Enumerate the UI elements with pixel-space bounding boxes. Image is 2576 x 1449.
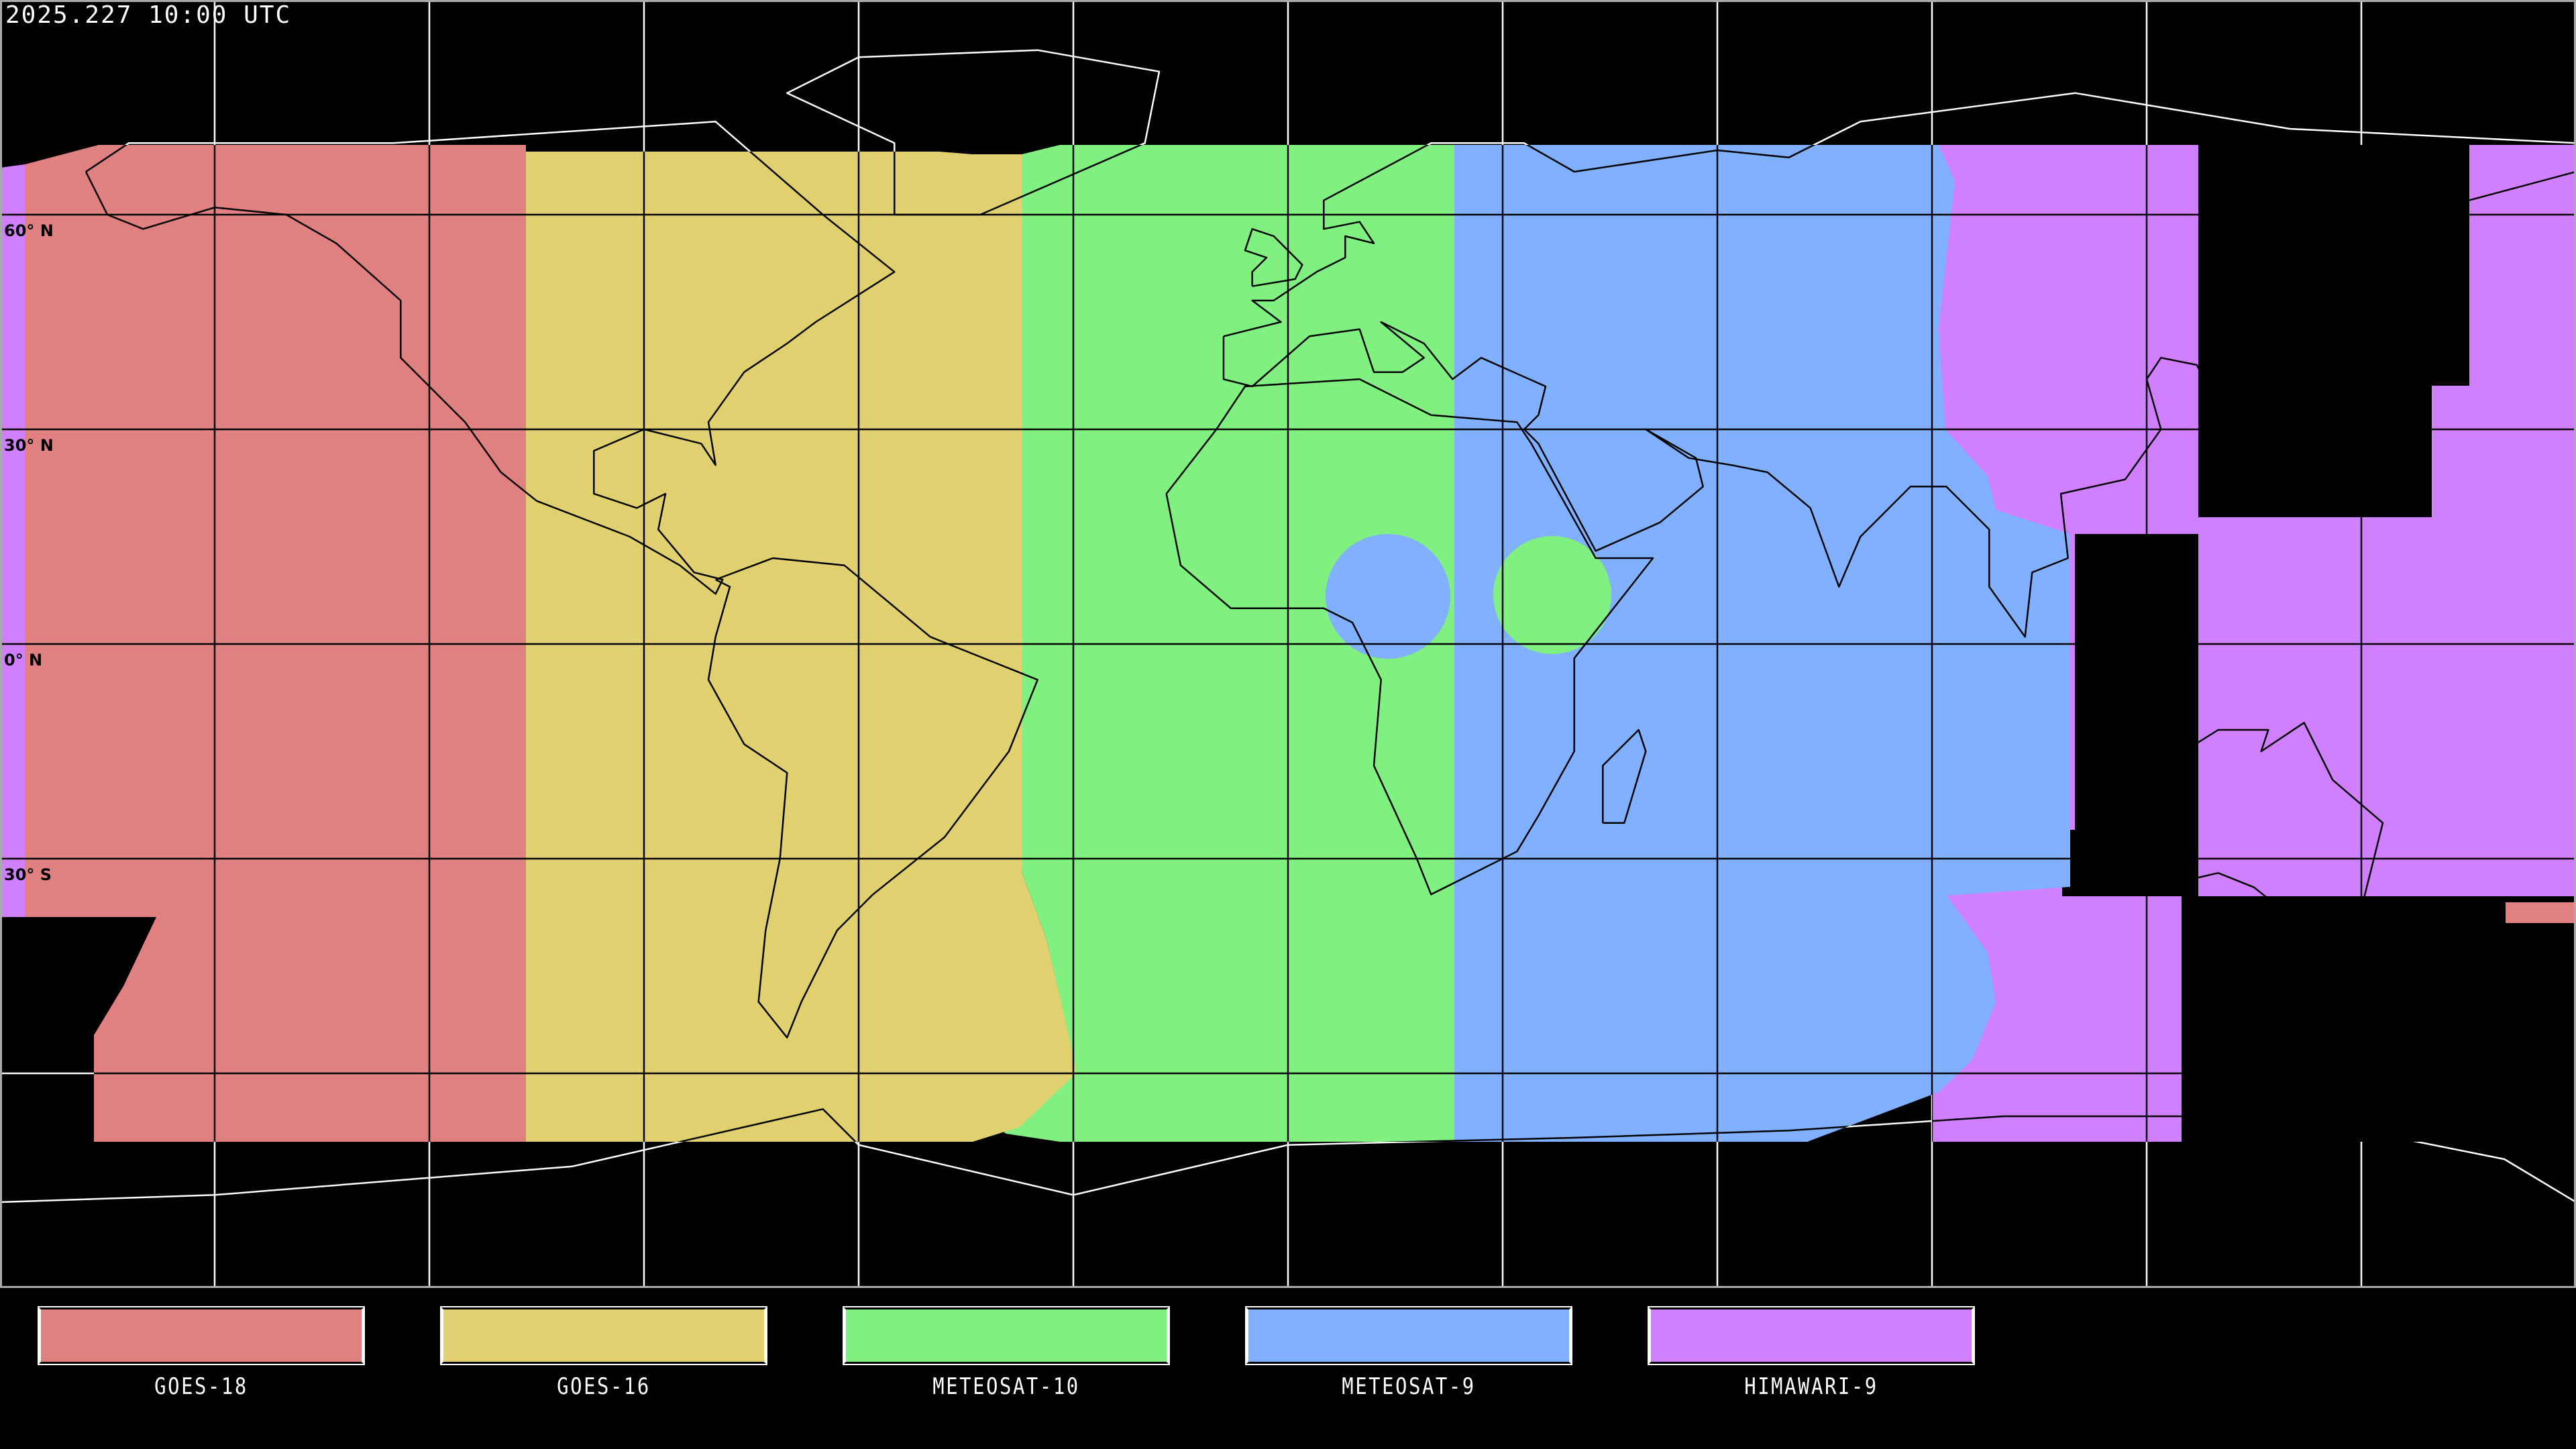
lat-label-0n: 0° N [4,651,43,669]
legend-item-goes-18: GOES-18 [38,1306,365,1400]
meteosat-9-circle [1326,534,1450,659]
himawari-gap-maritime [2075,534,2198,896]
legend-item-goes-16: GOES-16 [440,1306,767,1400]
legend-item-meteosat-9: METEOSAT-9 [1245,1306,1572,1400]
legend-label: METEOSAT-9 [1342,1373,1476,1400]
coastline-japan [2217,328,2326,423]
coastline-africa [1165,378,1654,896]
lat-label-30s: 30° S [4,865,52,884]
legend-item-meteosat-10: METEOSAT-10 [843,1306,1170,1400]
legend-swatch [1245,1306,1572,1365]
legend-swatch [440,1306,767,1365]
coastline-antarctica [0,1108,2576,1203]
satellite-coverage-map [0,0,2576,1288]
coastline-madagascar [1602,729,1647,824]
legend-swatch [843,1306,1170,1365]
himawari-9-west-strip [0,164,25,917]
legend-label: HIMAWARI-9 [1744,1373,1878,1400]
coastline-australia [2102,722,2384,917]
coastline-eurasia [1222,92,2576,638]
legend-label: METEOSAT-10 [932,1373,1080,1400]
coastline-north-america [85,121,896,595]
coastline-south-america [707,557,1038,1038]
legend-item-himawari-9: HIMAWARI-9 [1648,1306,1975,1400]
lat-label-60n: 60° N [4,221,54,240]
timestamp: 2025.227 10:00 UTC [5,1,292,29]
legend-swatch [1648,1306,1975,1365]
legend-swatch [38,1306,365,1365]
goes-16-coverage [526,152,1076,1142]
meteosat-10-circle [1493,536,1611,654]
legend-label: GOES-16 [557,1373,651,1400]
himawari-gap-south [2182,896,2576,1142]
coastline-great-britain [1244,228,1303,287]
legend-label: GOES-18 [154,1373,248,1400]
himawari-gap-north-2 [2432,145,2469,386]
coverage-regions [0,145,2576,1142]
lat-label-60s: 60° S [4,1080,52,1099]
coastline-greenland [786,49,1161,216]
grid-and-coast-on-color [0,0,2576,1288]
goes-18-east-patch [2506,902,2576,923]
lat-label-30n: 30° N [4,436,54,455]
legend: GOES-18 GOES-16 METEOSAT-10 METEOSAT-9 H… [0,1288,2576,1449]
